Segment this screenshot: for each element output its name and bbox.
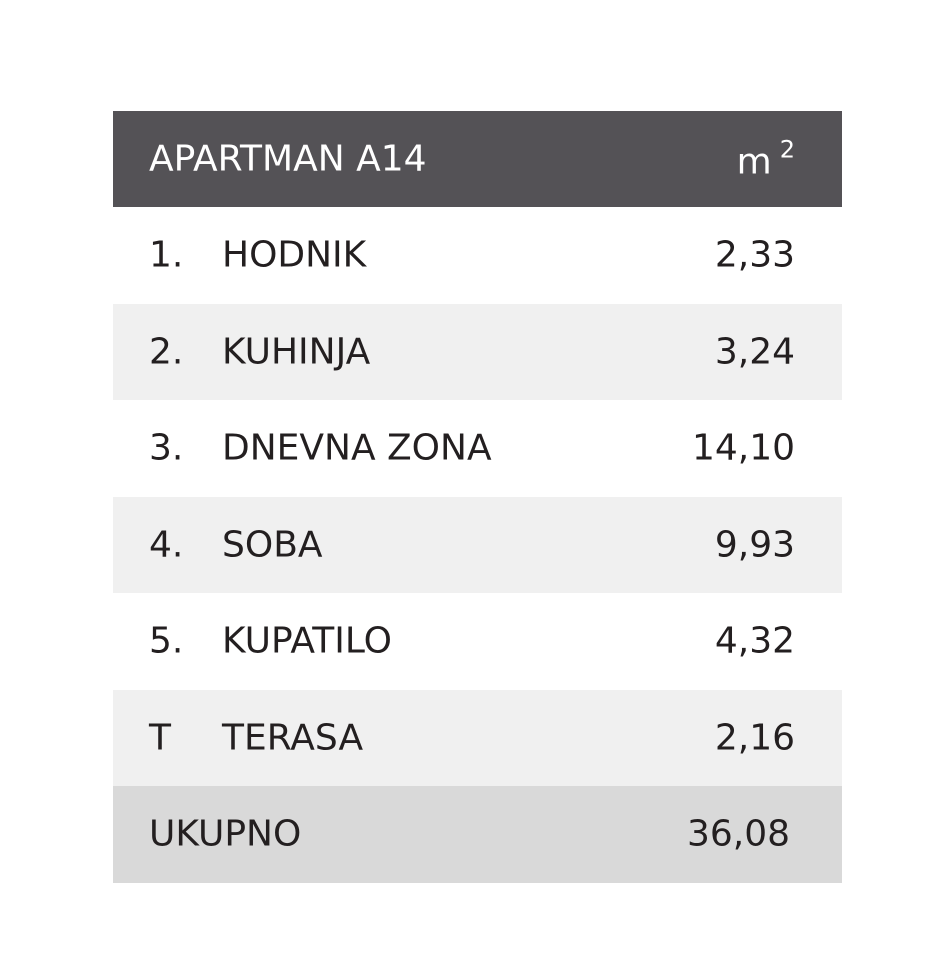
- room-name: KUPATILO: [222, 620, 392, 662]
- room-area: 4,32: [714, 620, 795, 662]
- room-area: 9,93: [714, 524, 795, 566]
- row-number: 1.: [149, 234, 184, 276]
- table-row: 5. KUPATILO 4,32: [113, 593, 842, 690]
- total-row: UKUPNO 36,08: [113, 786, 842, 883]
- row-number: 3.: [149, 427, 184, 469]
- table-row: 4. SOBA 9,93: [113, 496, 842, 593]
- unit-superscript: 2: [779, 135, 795, 164]
- unit: m: [736, 141, 772, 183]
- total-value: 36,08: [686, 813, 790, 855]
- table-row: T TERASA 2,16: [113, 689, 842, 786]
- table-row: 2. KUHINJA 3,24: [113, 303, 842, 400]
- row-number: 2.: [149, 331, 184, 373]
- room-name: SOBA: [222, 524, 323, 566]
- row-number: 5.: [149, 620, 184, 662]
- room-name: HODNIK: [222, 234, 367, 276]
- room-name: DNEVNA ZONA: [222, 427, 492, 469]
- room-area: 2,16: [714, 717, 795, 759]
- room-name: KUHINJA: [222, 331, 371, 373]
- table-row: 1. HODNIK 2,33: [113, 207, 842, 304]
- room-area: 3,24: [714, 331, 795, 373]
- room-area: 14,10: [691, 427, 795, 469]
- table-body: 1. HODNIK 2,33 2. KUHINJA 3,24 3. DNEVNA ZONA 14…: [113, 207, 842, 786]
- header-title: APARTMAN A14: [149, 138, 427, 180]
- room-area: 2,33: [714, 234, 795, 276]
- total-label: UKUPNO: [149, 813, 302, 855]
- table-row: 3. DNEVNA ZONA 14,10: [113, 400, 842, 497]
- row-number: T: [149, 717, 171, 759]
- room-name: TERASA: [222, 717, 364, 759]
- row-number: 4.: [149, 524, 184, 566]
